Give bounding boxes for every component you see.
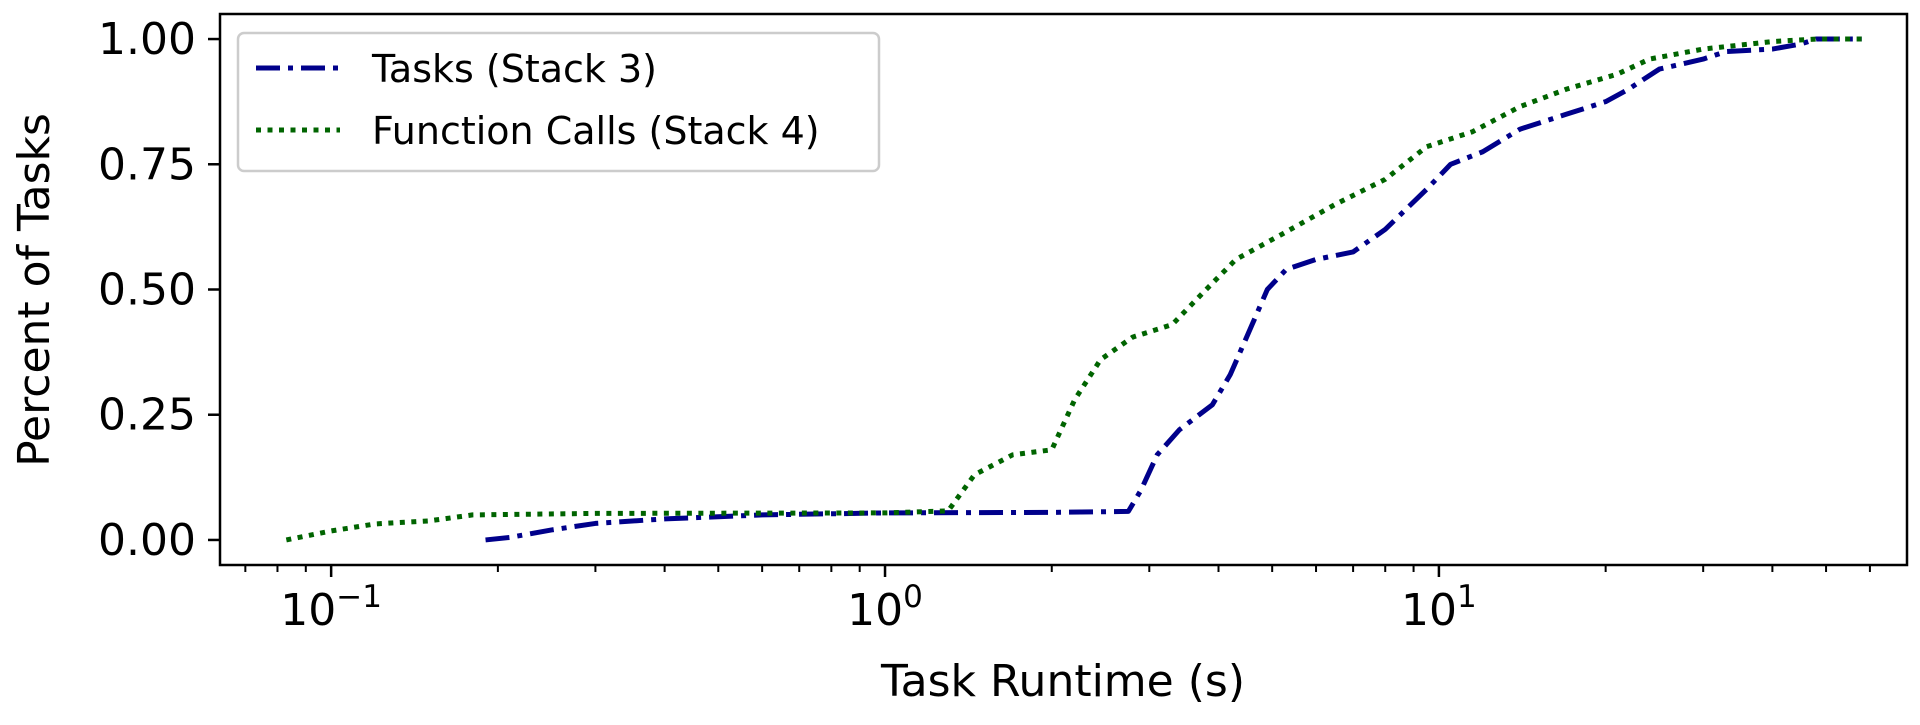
legend-label-tasks: Tasks (Stack 3) [371, 47, 657, 91]
axis-ticks: 0.00 0.25 0.50 0.75 1.00 10−1 100 101 [98, 14, 1871, 636]
y-tick-label: 0.25 [98, 390, 196, 441]
x-tick-label: 100 [847, 579, 923, 636]
y-tick-label: 0.00 [98, 515, 196, 566]
series-lines [285, 36, 1862, 543]
series-line-0 [485, 36, 1862, 543]
x-axis-label: Task Runtime (s) [880, 656, 1245, 707]
y-tick-label: 0.75 [98, 139, 196, 190]
y-tick-label: 0.50 [98, 265, 196, 316]
legend: Tasks (Stack 3) Function Calls (Stack 4) [236, 31, 881, 173]
x-tick-label: 10−1 [280, 579, 382, 636]
plot-frame [218, 12, 1909, 567]
series-line-1 [285, 36, 1862, 543]
x-tick-label: 101 [1401, 579, 1477, 636]
legend-label-function-calls: Function Calls (Stack 4) [372, 109, 820, 153]
y-axis-label: Percent of Tasks [9, 113, 60, 467]
legend-box [236, 31, 881, 173]
y-tick-label: 1.00 [98, 14, 196, 65]
